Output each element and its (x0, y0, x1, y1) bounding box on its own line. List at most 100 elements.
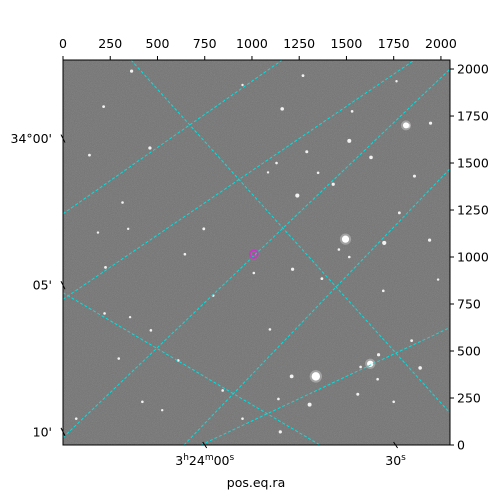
star (331, 182, 335, 186)
stars-layer (74, 69, 440, 434)
y-tick-label: 2000 (457, 62, 489, 77)
star (295, 193, 300, 198)
ra-value: 3 (175, 453, 183, 468)
star (202, 227, 206, 231)
star (268, 328, 272, 331)
star (102, 105, 106, 109)
star (395, 80, 398, 83)
y-tick-label: 500 (457, 344, 481, 359)
star (418, 366, 422, 370)
star (356, 392, 360, 396)
x-tick-label: 250 (98, 36, 122, 51)
ra-tick (393, 441, 398, 449)
star (278, 430, 282, 434)
star (176, 359, 180, 362)
x-axis-label: pos.eq.ra (227, 475, 285, 490)
star (347, 255, 351, 259)
ra-unit-superscript: s (230, 453, 235, 463)
star (148, 146, 152, 150)
grid-line (63, 60, 415, 300)
star (252, 271, 256, 275)
star (359, 365, 362, 369)
star (126, 227, 130, 231)
star (427, 238, 432, 242)
grid-line (130, 60, 450, 414)
star (337, 248, 341, 251)
grid-line (200, 327, 450, 445)
star (290, 267, 295, 271)
star (305, 150, 309, 154)
bright-star (311, 372, 321, 381)
star (129, 69, 134, 73)
ra-value: 30 (385, 453, 401, 468)
plot-frame (62, 59, 451, 446)
ra-tick-label: 30s (385, 453, 406, 468)
bright-star (341, 235, 350, 243)
pixel-x-axis-top: 0 250 500 750 1000 1250 1500 1750 2000 (59, 36, 457, 60)
star (141, 400, 144, 404)
star (104, 265, 107, 269)
dec-tick (60, 427, 66, 437)
y-tick-label: 1000 (457, 250, 489, 265)
star (88, 153, 91, 157)
ra-unit-superscript: h (183, 453, 189, 463)
star (275, 161, 278, 165)
y-tick-label: 1750 (457, 109, 489, 124)
x-tick-label: 1500 (331, 36, 363, 51)
x-tick-label: 1750 (378, 36, 410, 51)
star (277, 397, 280, 401)
y-tick-label: 1500 (457, 156, 489, 171)
star (241, 417, 244, 420)
bright-star (402, 122, 409, 129)
star (320, 277, 324, 281)
star (347, 138, 352, 143)
x-tick-label: 0 (59, 36, 67, 51)
star (96, 231, 100, 234)
star (381, 289, 385, 293)
star (74, 417, 78, 420)
star (183, 252, 187, 256)
star (280, 107, 284, 111)
grid-line (183, 168, 450, 445)
dec-tick-label: 34°00' (11, 131, 53, 146)
star (369, 155, 373, 160)
ra-value: 00 (214, 453, 230, 468)
star (221, 389, 224, 392)
target-marker-layer (249, 249, 259, 259)
x-tick-label: 2000 (425, 36, 457, 51)
target-marker-center (252, 252, 256, 256)
x-tick-label: 1250 (283, 36, 315, 51)
star (241, 83, 244, 87)
star (397, 211, 401, 215)
ra-unit-superscript: m (205, 453, 214, 463)
target-marker (249, 249, 259, 259)
y-tick-label: 0 (457, 438, 465, 453)
star (128, 315, 132, 319)
x-tick-label: 500 (146, 36, 170, 51)
star (266, 171, 270, 174)
dec-tick (60, 134, 66, 143)
y-tick-label: 250 (457, 391, 481, 406)
star (428, 121, 433, 125)
ra-tick (202, 441, 208, 449)
dec-tick-label: 10' (33, 424, 52, 439)
star (410, 339, 414, 343)
star (392, 400, 395, 404)
dec-tick (60, 280, 66, 290)
star (376, 377, 379, 381)
star (350, 110, 354, 113)
star (161, 409, 164, 412)
star (117, 357, 121, 360)
y-tick-label: 750 (457, 297, 481, 312)
ra-tick-label: 3h24m00s (175, 453, 234, 468)
dec-axis-left: 34°00' 05' 10' (11, 131, 66, 439)
star (436, 278, 440, 281)
star (307, 402, 312, 407)
star (121, 201, 124, 204)
ra-unit-superscript: s (401, 453, 406, 463)
bright-star (367, 360, 374, 367)
star (382, 240, 387, 246)
pixel-y-axis-right: 0 250 500 750 1000 1250 1500 1750 2000 (450, 62, 489, 453)
star (376, 353, 381, 357)
